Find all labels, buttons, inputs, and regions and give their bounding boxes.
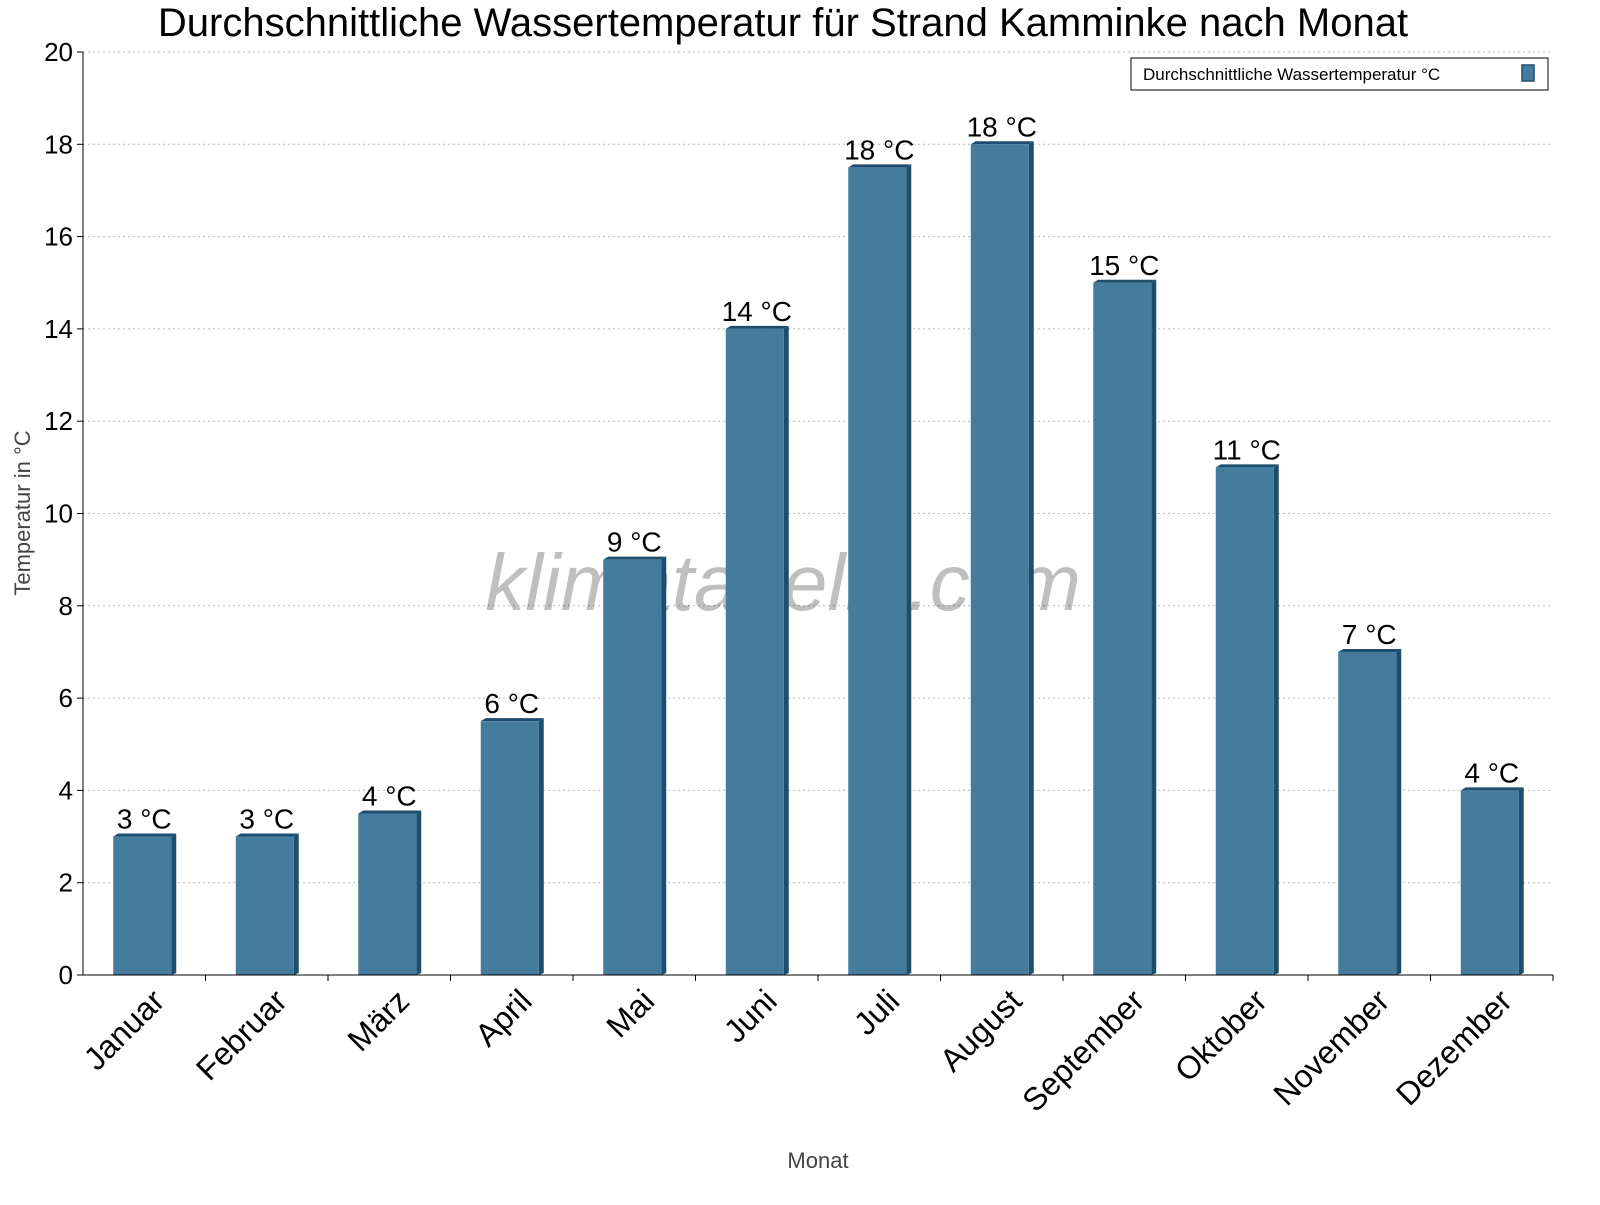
x-tick-label: Oktober <box>1168 982 1274 1088</box>
bar <box>1215 467 1274 975</box>
legend-box <box>1130 57 1549 91</box>
bar-side <box>416 810 422 975</box>
x-tick-label: April <box>468 982 539 1053</box>
bar <box>480 721 539 975</box>
legend: Durchschnittliche Wassertemperatur °C <box>1130 57 1549 91</box>
x-tick-label: Juli <box>847 982 906 1041</box>
bar-side <box>1518 787 1524 975</box>
legend-swatch <box>1521 64 1535 82</box>
bar-top <box>1093 279 1157 283</box>
y-tick-label: 2 <box>59 868 73 898</box>
x-tick-label: August <box>933 982 1029 1078</box>
bar <box>603 559 662 975</box>
y-tick-label: 4 <box>59 775 73 805</box>
bar-top <box>358 810 422 814</box>
data-label: 11 °C <box>1213 434 1281 465</box>
y-tick-label: 0 <box>59 960 73 990</box>
bar <box>358 813 417 975</box>
y-tick-label: 8 <box>59 591 73 621</box>
bar-top <box>235 833 299 837</box>
bar-side <box>1396 648 1402 975</box>
y-tick-label: 10 <box>44 499 73 529</box>
data-label: 4 °C <box>1464 757 1519 788</box>
data-label: 14 °C <box>722 296 792 327</box>
bar-top <box>1215 464 1279 468</box>
data-label: 7 °C <box>1342 619 1397 650</box>
bar-top <box>848 164 912 168</box>
data-label: 6 °C <box>484 688 539 719</box>
bar-side <box>538 718 544 975</box>
y-tick-label: 6 <box>59 683 73 713</box>
bar-top <box>725 325 789 329</box>
x-tick-label: September <box>1015 982 1151 1118</box>
bar <box>1338 651 1397 975</box>
legend-label: Durchschnittliche Wassertemperatur °C <box>1143 65 1440 84</box>
bar-top <box>1460 787 1524 791</box>
data-label: 9 °C <box>607 527 662 558</box>
x-tick-label: Dezember <box>1389 982 1519 1112</box>
chart-title: Durchschnittliche Wassertemperatur für S… <box>158 1 1408 45</box>
bar-top <box>480 718 544 722</box>
bar-side <box>1273 464 1279 975</box>
y-tick-label: 16 <box>44 222 73 252</box>
bar-top <box>1338 648 1402 652</box>
x-tick-label: November <box>1266 982 1396 1112</box>
data-label: 3 °C <box>117 804 172 835</box>
bar-side <box>1151 279 1157 975</box>
x-tick-label: Februar <box>189 982 294 1087</box>
data-label: 18 °C <box>967 111 1037 142</box>
bar-side <box>783 325 789 975</box>
x-tick-label: Januar <box>77 982 172 1077</box>
y-axis-label: Temperatur in °C <box>10 430 35 595</box>
bar <box>235 836 294 975</box>
bar <box>1093 282 1152 975</box>
x-tick-label: März <box>340 982 416 1058</box>
bar <box>113 836 172 975</box>
gridlines <box>83 51 1553 884</box>
bar <box>848 167 907 975</box>
bar-side <box>1028 141 1034 976</box>
y-tick-label: 18 <box>44 129 73 159</box>
bar <box>725 328 784 975</box>
data-label: 15 °C <box>1089 250 1159 281</box>
bars: 3 °C 3 °C 4 °C 6 °C 9 °C 14 °C 18 °C 18 °C 15 °C… <box>113 111 1524 976</box>
bar-side <box>661 556 667 975</box>
data-label: 3 °C <box>239 804 294 835</box>
bar-top <box>113 833 177 837</box>
bar-side <box>293 833 299 975</box>
bar-side <box>171 833 177 975</box>
x-tick-label: Juni <box>717 982 784 1049</box>
bar-side <box>906 164 912 975</box>
bar <box>970 144 1029 976</box>
y-tick-label: 14 <box>44 314 73 344</box>
bar <box>1460 790 1519 975</box>
bar-top <box>970 141 1034 145</box>
x-axis-label: Monat <box>787 1148 848 1173</box>
y-tick-label: 12 <box>44 406 73 436</box>
y-tick-label: 20 <box>44 37 73 67</box>
bar-top <box>603 556 667 560</box>
x-tick-label: Mai <box>599 982 661 1044</box>
data-label: 4 °C <box>362 780 417 811</box>
data-label: 18 °C <box>844 134 914 165</box>
